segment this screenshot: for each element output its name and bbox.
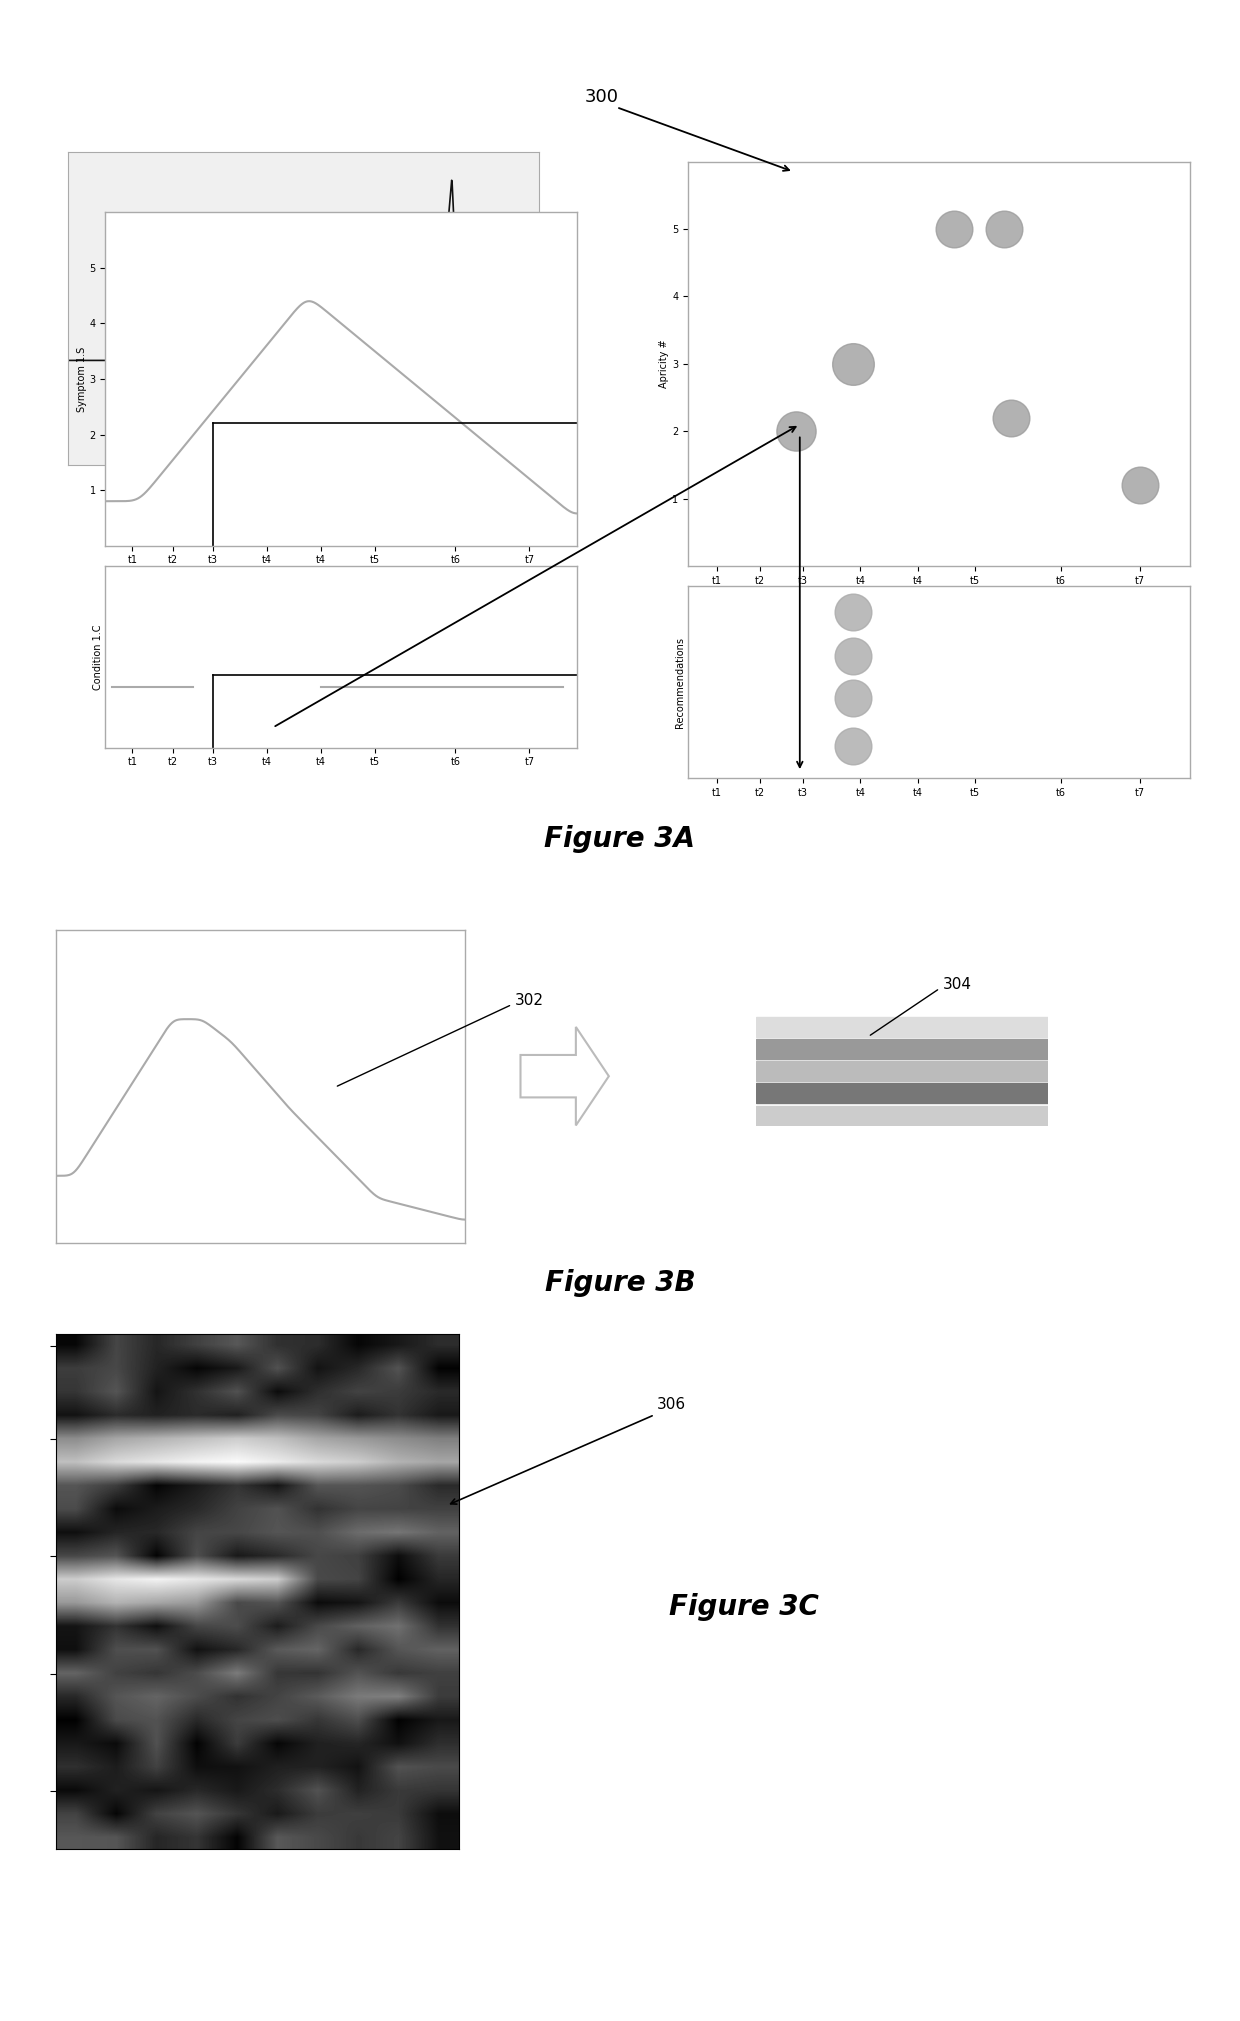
Text: 306: 306 xyxy=(657,1397,686,1413)
Point xyxy=(994,212,1014,245)
Y-axis label: Apricity #: Apricity # xyxy=(660,340,670,388)
Point xyxy=(843,348,863,380)
Text: 304: 304 xyxy=(942,976,971,992)
Point xyxy=(1131,469,1151,501)
FancyArrow shape xyxy=(521,1027,609,1126)
Point xyxy=(786,414,806,447)
Text: Figure 3A: Figure 3A xyxy=(544,825,696,853)
Point xyxy=(1001,402,1021,435)
Bar xyxy=(756,1039,1048,1059)
Y-axis label: Condition 1.C: Condition 1.C xyxy=(93,624,103,689)
Y-axis label: Symptom 1.S: Symptom 1.S xyxy=(77,346,87,412)
Text: 300: 300 xyxy=(584,89,619,105)
Bar xyxy=(756,1061,1048,1081)
Bar xyxy=(756,1083,1048,1103)
Point xyxy=(843,681,863,713)
Y-axis label: Recommendations: Recommendations xyxy=(676,637,686,728)
Point xyxy=(843,596,863,629)
Point xyxy=(843,730,863,762)
Text: 302: 302 xyxy=(515,992,543,1008)
Point xyxy=(944,212,963,245)
Bar xyxy=(756,1017,1048,1037)
Bar xyxy=(756,1105,1048,1126)
Text: Figure 3B: Figure 3B xyxy=(544,1269,696,1297)
Point xyxy=(843,641,863,673)
Text: Figure 3C: Figure 3C xyxy=(670,1593,818,1621)
